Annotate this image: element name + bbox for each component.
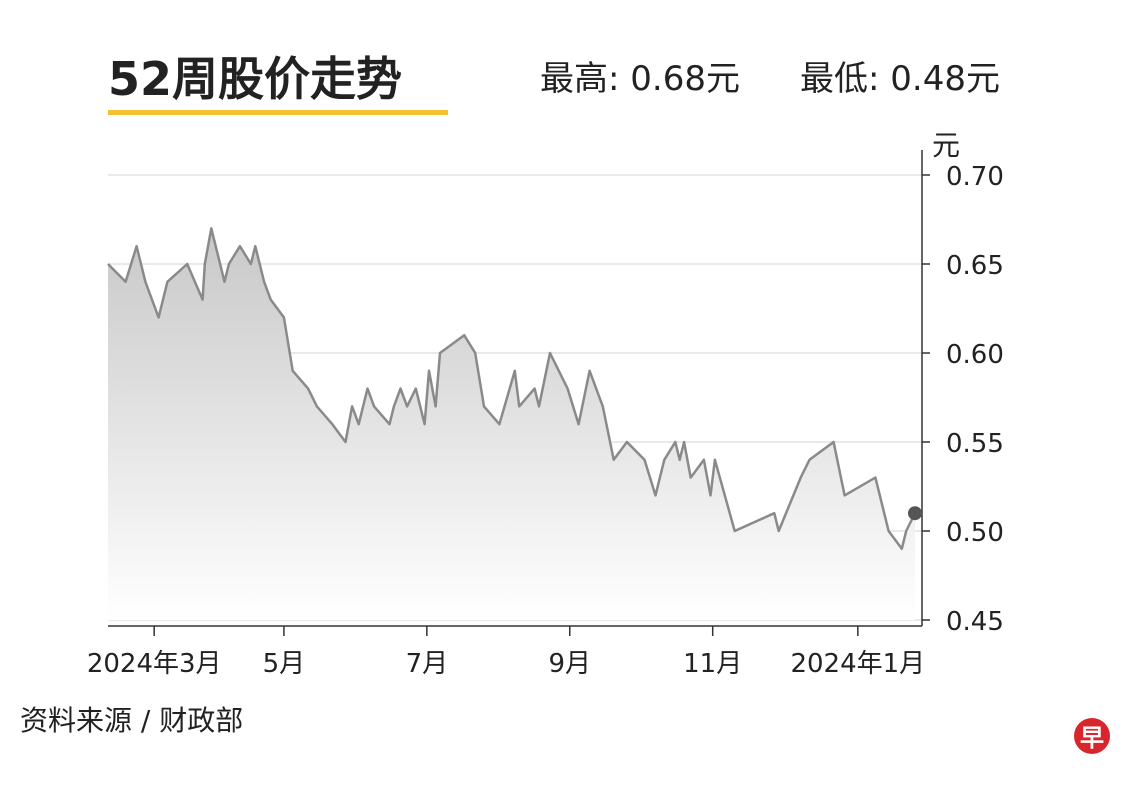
x-tick-label: 9月 — [548, 649, 591, 679]
low-label: 最低: 0.48元 — [800, 59, 1000, 99]
x-tick-label: 2024年1月 — [790, 649, 925, 679]
x-tick-label: 11月 — [683, 649, 742, 679]
x-tick-label: 2024年3月 — [87, 649, 222, 679]
y-tick-label: 0.60 — [946, 340, 1004, 370]
logo: 早 — [1080, 724, 1104, 752]
x-tick-label: 7月 — [406, 649, 449, 679]
high-label: 最高: 0.68元 — [540, 59, 740, 99]
y-tick-label: 0.70 — [946, 162, 1004, 192]
last-point — [908, 506, 922, 521]
chart-title: 52周股价走势 — [108, 52, 402, 106]
y-tick-label: 0.55 — [946, 429, 1004, 459]
y-tick-label: 0.45 — [946, 607, 1004, 637]
y-tick-label: 0.50 — [946, 518, 1004, 548]
source: 资料来源 / 财政部 — [20, 704, 243, 737]
y-unit: 元 — [932, 129, 960, 162]
logo-badge — [1074, 718, 1110, 754]
title-underline — [108, 110, 448, 115]
area — [108, 228, 915, 620]
y-tick-label: 0.65 — [946, 251, 1004, 281]
price-line — [107, 227, 917, 551]
x-tick-label: 5月 — [263, 649, 306, 679]
